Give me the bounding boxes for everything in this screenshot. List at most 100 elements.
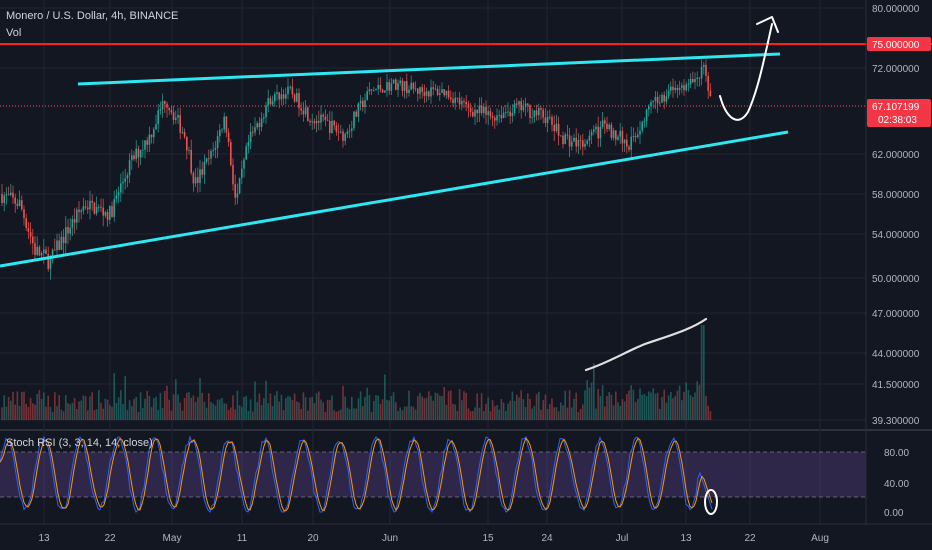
candle — [469, 102, 472, 117]
candle — [76, 207, 78, 230]
candle — [403, 81, 406, 99]
volume-bar — [584, 390, 586, 420]
volume-bar — [10, 400, 12, 420]
candle — [309, 118, 311, 126]
volume-bar — [412, 406, 415, 420]
volume-bar — [498, 409, 500, 420]
volume-bar — [5, 406, 8, 420]
volume-bar — [337, 410, 340, 420]
candle — [617, 134, 619, 141]
volume-bar — [417, 395, 419, 420]
volume-bar — [513, 401, 516, 420]
candle — [291, 78, 294, 99]
candle — [315, 115, 318, 133]
volume-bar — [109, 405, 111, 420]
volume-bar — [280, 394, 283, 420]
candle — [452, 92, 454, 107]
volume-bar — [421, 396, 423, 420]
candle — [414, 81, 417, 92]
candle — [263, 113, 265, 123]
volume-bar — [276, 391, 278, 420]
candle — [300, 102, 302, 116]
volume-bar — [232, 395, 234, 420]
candle — [201, 161, 203, 179]
volume-bar — [54, 392, 56, 420]
candle — [507, 102, 509, 117]
volume-bar — [32, 403, 34, 420]
volume-bar — [577, 411, 580, 420]
volume-bar — [531, 408, 533, 420]
candle — [164, 100, 166, 114]
candle — [687, 78, 690, 92]
candle — [172, 105, 175, 125]
candle — [445, 90, 448, 99]
candle — [476, 109, 478, 123]
volume-bar — [340, 409, 342, 420]
candle — [423, 84, 426, 104]
candle — [538, 103, 540, 121]
candle — [390, 78, 393, 96]
volume-bar — [188, 392, 190, 420]
candle — [586, 138, 588, 146]
candle — [524, 97, 527, 117]
volume-bar — [615, 391, 617, 420]
candle — [227, 128, 230, 147]
volume-bar — [663, 389, 665, 420]
volume-bar — [650, 392, 652, 420]
time-axis-label: 13 — [38, 533, 50, 544]
candle — [621, 126, 624, 152]
volume-bar — [648, 391, 650, 420]
candle — [302, 101, 305, 122]
volume-bar — [641, 394, 643, 420]
volume-bar — [76, 409, 78, 420]
candle — [417, 88, 419, 102]
candle — [175, 110, 177, 124]
volume-bar — [452, 403, 454, 420]
volume-bar — [102, 408, 104, 420]
volume-bar — [516, 394, 518, 420]
volume-bar — [676, 390, 679, 420]
volume-bar — [595, 408, 597, 420]
candle — [709, 83, 712, 97]
volume-bar — [630, 385, 632, 420]
volume-bar — [661, 397, 663, 420]
candle — [60, 231, 63, 251]
candle — [313, 118, 316, 129]
volume-bar — [170, 410, 173, 420]
candle — [221, 128, 223, 134]
volume-bar — [300, 409, 302, 420]
candle — [65, 216, 67, 255]
volume-bar — [705, 395, 707, 420]
volume-bar — [142, 408, 144, 420]
candle — [234, 174, 236, 206]
volume-bar — [373, 401, 375, 420]
candle — [502, 106, 505, 119]
time-axis-label: Jun — [382, 533, 398, 544]
volume-bar — [122, 404, 124, 420]
volume-bar — [656, 392, 659, 420]
candle — [643, 117, 646, 128]
volume-bar — [271, 406, 274, 420]
candle — [632, 127, 635, 142]
candle — [89, 190, 91, 220]
volume-bar — [652, 388, 654, 420]
candle — [518, 100, 520, 114]
candle — [516, 97, 518, 109]
volume-bar — [610, 394, 613, 420]
volume-bar — [157, 409, 159, 420]
candle — [601, 111, 604, 129]
volume-bar — [148, 395, 151, 420]
candle — [78, 201, 80, 223]
candle — [38, 245, 41, 257]
candle — [56, 233, 58, 259]
candle — [458, 91, 461, 110]
candle — [698, 77, 701, 87]
volume-bar — [7, 396, 10, 420]
volume-bar — [269, 393, 272, 420]
volume-bar — [533, 406, 536, 420]
volume-bar — [355, 408, 357, 420]
volume-bar — [586, 380, 588, 420]
volume-bar — [667, 395, 670, 420]
candle — [276, 84, 278, 101]
